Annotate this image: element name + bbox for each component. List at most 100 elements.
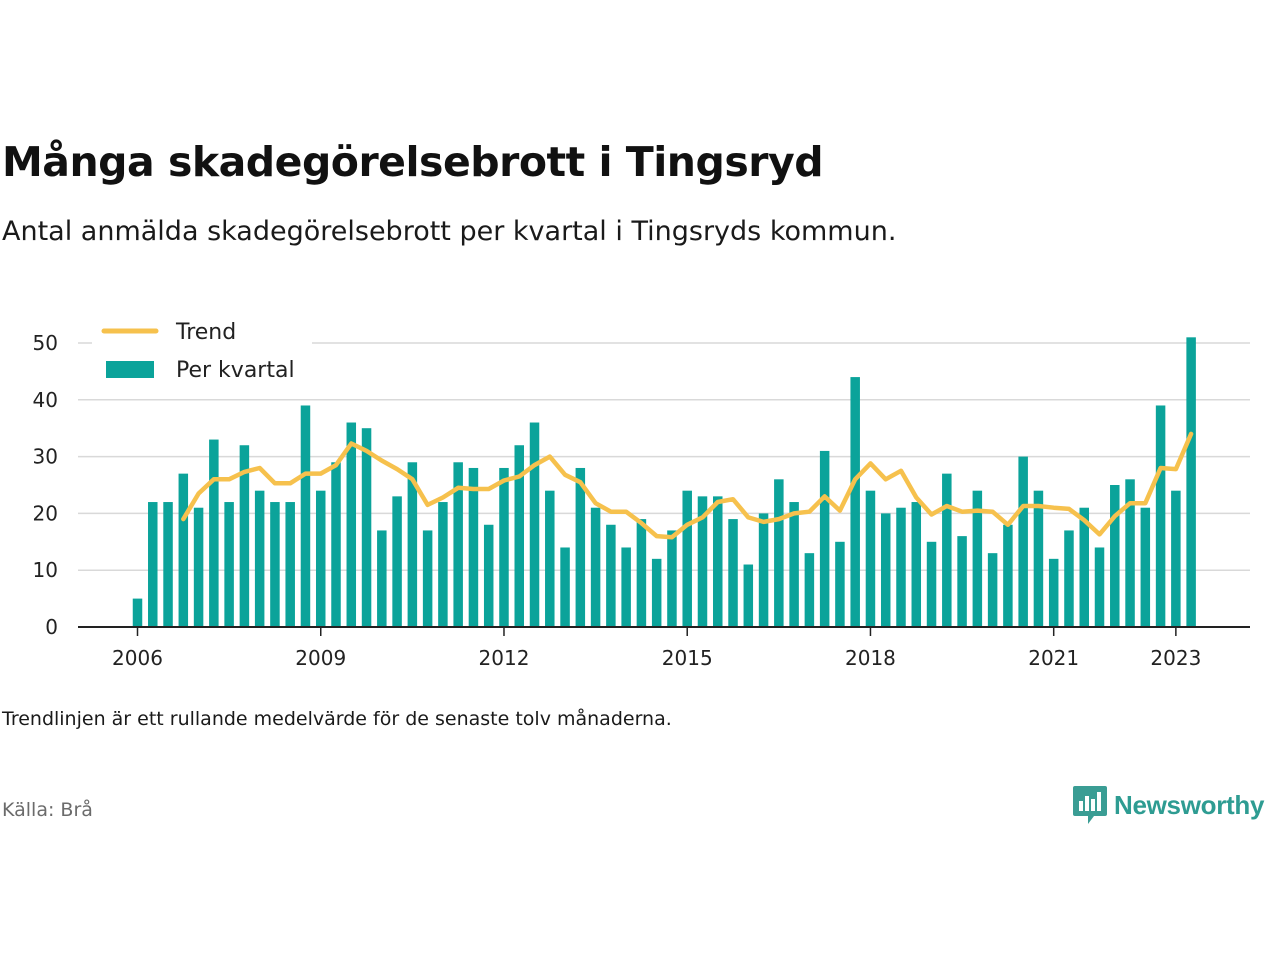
footnote: Trendlinjen är ett rullande medelvärde f…: [2, 708, 672, 730]
bar: [606, 524, 616, 627]
bar: [193, 507, 204, 627]
bar: [987, 553, 998, 627]
x-tick-label: 2006: [112, 646, 163, 670]
bar: [285, 502, 295, 627]
bar: [407, 462, 418, 627]
bar: [254, 490, 265, 627]
y-tick-label: 30: [33, 445, 58, 469]
bar: [758, 513, 769, 627]
bar: [300, 405, 311, 627]
y-tick-label: 10: [33, 558, 58, 582]
y-tick-label: 20: [33, 501, 58, 525]
x-tick-label: 2018: [845, 646, 896, 670]
bar: [315, 490, 326, 627]
bar: [545, 490, 555, 627]
bar: [1003, 524, 1013, 627]
bar: [224, 502, 234, 627]
legend: Trend Per kvartal: [92, 314, 312, 394]
y-tick-label: 40: [33, 388, 58, 412]
brand-logo: Newsworthy: [1072, 784, 1264, 826]
bar: [163, 502, 173, 627]
x-tick-label: 2009: [295, 646, 346, 670]
bar: [239, 445, 250, 627]
bar: [1110, 485, 1120, 627]
bar: [819, 450, 830, 627]
x-tick-label: 2012: [479, 646, 530, 670]
bar: [270, 502, 280, 627]
bar: [514, 445, 524, 627]
bar: [743, 564, 754, 627]
bar: [789, 502, 799, 627]
bar: [590, 507, 601, 627]
x-tick-label: 2015: [662, 646, 713, 670]
bar: [1018, 456, 1028, 627]
bar: [468, 467, 479, 627]
x-tick-label: 2021: [1028, 646, 1079, 670]
bar: [1155, 405, 1166, 627]
bar: [1171, 490, 1181, 627]
bar: [560, 547, 570, 627]
bar: [575, 467, 586, 627]
x-tick-label: 2023: [1150, 646, 1201, 670]
bar: [392, 496, 402, 627]
bar: [377, 530, 387, 627]
legend-background: [92, 314, 312, 394]
bar: [835, 541, 845, 627]
y-tick-label: 0: [45, 615, 58, 639]
bar: [453, 462, 463, 627]
bar: [911, 502, 922, 627]
bar: [529, 422, 540, 627]
source-label: Källa: Brå: [2, 799, 93, 821]
bar: [1094, 547, 1105, 627]
bar: [957, 536, 967, 627]
bar: [850, 377, 860, 627]
bar: [697, 496, 708, 627]
bar: [865, 490, 876, 627]
bar-series: [132, 337, 1196, 627]
trend-line: [181, 431, 1194, 540]
bar: [682, 490, 692, 627]
bar: [621, 547, 631, 627]
bar: [1186, 337, 1196, 627]
bar: [942, 473, 952, 627]
bar: [148, 502, 158, 627]
bar: [483, 524, 494, 627]
bar: [667, 530, 677, 627]
bar: [1125, 479, 1135, 627]
bar: [804, 553, 815, 627]
bar: [1140, 507, 1151, 627]
chart-subtitle: Antal anmälda skadegörelsebrott per kvar…: [2, 216, 897, 247]
bar: [651, 558, 662, 627]
bar: [713, 496, 723, 627]
bar: [636, 519, 647, 627]
bar: [1048, 558, 1059, 627]
bar: [774, 479, 784, 627]
trend-series: [181, 431, 1194, 540]
y-tick-label: 50: [33, 331, 58, 355]
bar: [346, 422, 357, 627]
newsworthy-icon: [1073, 786, 1107, 824]
legend-trend-label: Trend: [175, 320, 236, 345]
bar: [728, 519, 738, 627]
bar: [1079, 507, 1089, 627]
chart-title: Många skadegörelsebrott i Tingsryd: [2, 138, 824, 186]
bar: [361, 428, 372, 627]
bar: [178, 473, 189, 627]
bar: [926, 541, 937, 627]
axes: 0 10 20 30 40 50 2006 2009 2012 2015 2018 2021 2023: [33, 331, 1250, 670]
bar: [880, 513, 891, 627]
bar: [499, 467, 509, 627]
bar: [972, 490, 983, 627]
bar: [331, 462, 341, 627]
brand-name: Newsworthy: [1114, 789, 1265, 820]
legend-bar-label: Per kvartal: [176, 358, 295, 383]
bar: [438, 502, 448, 627]
bar: [1064, 530, 1074, 627]
bar: [209, 439, 219, 627]
bar: [422, 530, 433, 627]
bar: [132, 598, 143, 627]
legend-bar-swatch: [106, 361, 154, 378]
bar: [896, 507, 906, 627]
bar: [1033, 490, 1044, 627]
